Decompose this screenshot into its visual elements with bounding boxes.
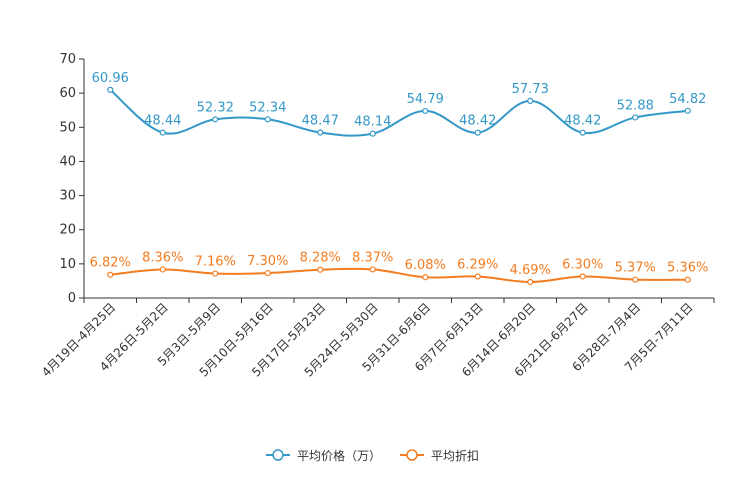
data-point [369,130,376,137]
data-label: 48.42 [564,114,601,129]
data-label: 8.28% [300,251,341,266]
y-tick-label: 50 [59,120,76,135]
data-label: 52.32 [197,100,234,115]
data-label: 60.96 [92,71,129,86]
y-tick-label: 10 [59,257,76,272]
data-point [212,116,219,123]
data-point [422,107,429,115]
data-point [264,116,271,123]
data-point [632,114,639,121]
data-point [369,266,376,273]
data-label: 8.37% [352,250,393,265]
legend-label-price: 平均价格（万） [296,448,381,463]
y-tick-label: 60 [59,86,76,101]
data-label: 5.37% [615,261,656,276]
data-point [107,271,114,278]
y-tick-label: 40 [59,154,76,169]
data-point [579,273,586,280]
series-line-1 [110,267,688,283]
legend-line-circle-icon [400,449,424,461]
data-point [317,129,324,136]
legend-item-discount[interactable]: 平均折扣 [399,447,479,464]
data-label: 48.47 [302,114,339,129]
data-label: 52.88 [617,98,654,113]
data-label: 6.30% [562,257,603,272]
data-point [527,97,534,104]
data-point [632,276,639,283]
data-label: 48.44 [144,114,181,129]
data-point [579,129,586,136]
data-point [474,273,481,280]
data-point [527,278,534,286]
y-tick-label: 30 [59,189,76,204]
data-label: 8.36% [142,250,183,265]
legend: 平均价格（万） 平均折扣 [0,443,744,467]
data-point [159,129,166,136]
data-label: 6.08% [405,258,446,273]
data-label: 7.16% [195,255,236,270]
data-point [212,270,219,277]
data-point [684,107,691,114]
data-point [422,274,429,281]
y-tick-label: 20 [59,223,76,238]
data-label: 4.69% [510,263,551,278]
data-label: 7.30% [247,254,288,269]
legend-label-discount: 平均折扣 [431,448,480,463]
y-tick-label: 70 [59,52,76,67]
data-point [317,266,324,273]
data-label: 52.34 [249,100,286,115]
data-point [684,276,691,283]
data-label: 6.29% [457,258,498,273]
data-label: 57.73 [512,82,549,97]
data-point [159,266,166,273]
data-label: 54.82 [669,92,706,107]
data-point [264,269,271,277]
line-chart: 0102030405060704月19日-4月25日4月26日-5月2日5月3日… [39,52,715,380]
data-label: 6.82% [90,256,131,271]
legend-line-circle-icon [265,449,290,461]
y-tick-label: 0 [68,291,76,306]
data-label: 5.36% [667,261,708,276]
data-point [474,129,481,136]
data-label: 48.42 [459,114,496,129]
legend-item-price[interactable]: 平均价格（万） [265,447,381,464]
data-label: 54.79 [407,92,444,107]
data-label: 48.14 [354,115,391,130]
data-point [107,86,114,93]
